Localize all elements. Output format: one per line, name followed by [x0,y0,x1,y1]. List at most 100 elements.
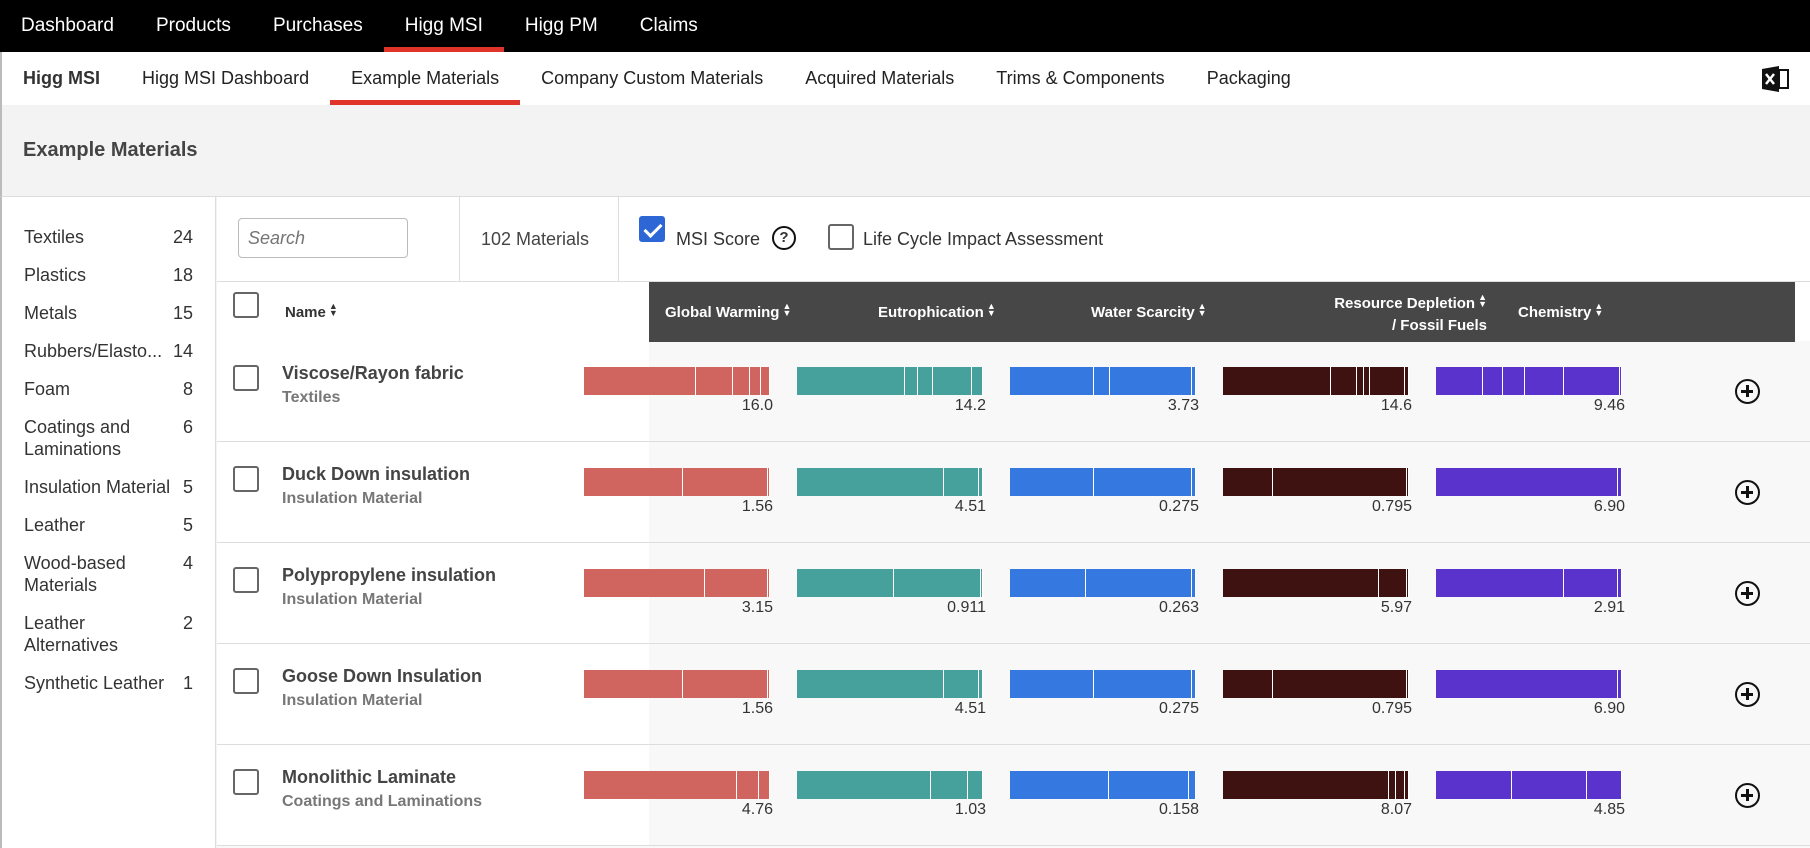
category-count: 1 [182,673,193,693]
resource-depletion-header[interactable]: Resource Depletion ▲ ▼ / Fossil Fuels [1307,293,1487,337]
impact-bar[interactable] [1010,670,1196,698]
subnav-company-custom-materials[interactable]: Company Custom Materials [541,68,764,88]
impact-bar[interactable] [797,771,983,799]
row-checkbox[interactable] [233,466,259,492]
eutrophication-header[interactable]: Eutrophication ▲ ▼ [878,302,996,322]
impact-bar[interactable] [584,771,770,799]
impact-bar[interactable] [797,569,983,597]
impact-bar-segment [1525,367,1565,395]
impact-bar-segment [1093,468,1193,496]
impact-bar[interactable] [1010,771,1196,799]
header-label: / Fossil Fuels [1391,317,1487,334]
category-item[interactable]: Wood-based Materials 4 [2,552,215,596]
impact-bar[interactable] [1436,771,1622,799]
impact-bar-segment [1364,367,1370,395]
chemistry-header[interactable]: Chemistry ▲ ▼ [1518,301,1604,322]
impact-bar[interactable] [1223,771,1409,799]
topnav-products[interactable]: Products [155,15,231,36]
row-checkbox[interactable] [233,365,259,391]
impact-bar-segment [1618,569,1622,597]
category-item[interactable]: Leather Alternatives 2 [2,612,215,656]
impact-bar[interactable] [584,367,770,395]
header-label: Global Warming [665,304,780,321]
table-row: Viscose/Rayon fabric Textiles 16.0 14.2 3.73… [217,341,1810,442]
global-warming-header[interactable]: Global Warming ▲ ▼ [665,302,791,322]
excel-export-icon[interactable] [1760,64,1790,94]
impact-bar-segment [584,367,696,395]
select-all-checkbox[interactable] [233,292,259,318]
impact-bar-segment [932,367,972,395]
impact-bar[interactable] [1223,569,1409,597]
name-column-header[interactable]: Name ▲ ▼ [285,302,338,322]
row-name-cell: Goose Down Insulation Insulation Material [217,644,649,744]
material-name[interactable]: Polypropylene insulation [282,565,497,585]
add-circle-icon[interactable] [1735,682,1760,707]
impact-bar-segment [768,569,770,597]
impact-bar[interactable] [1436,670,1622,698]
impact-bar[interactable] [1223,468,1409,496]
category-item[interactable]: Insulation Material 5 [2,476,215,498]
topnav-claims[interactable]: Claims [639,15,698,36]
topnav-purchases[interactable]: Purchases [272,15,363,36]
material-name[interactable]: Duck Down insulation [282,464,471,484]
impact-bar-segment [1436,670,1619,698]
category-item[interactable]: Foam 8 [2,378,215,400]
material-name[interactable]: Goose Down Insulation [282,666,483,686]
impact-bar[interactable] [1223,670,1409,698]
impact-bar[interactable] [1010,569,1196,597]
table-row: Monolithic Laminate Coatings and Laminati… [217,745,1810,846]
impact-bar[interactable] [584,670,770,698]
category-item[interactable]: Metals 15 [2,302,215,324]
material-name[interactable]: Monolithic Laminate [282,767,457,787]
category-item[interactable]: Rubbers/Elasto... 14 [2,340,215,362]
impact-bar[interactable] [1436,569,1622,597]
category-item[interactable]: Plastics 18 [2,264,215,286]
impact-bar[interactable] [1010,367,1196,395]
category-item[interactable]: Coatings and Laminations 6 [2,416,215,460]
subnav-packaging[interactable]: Packaging [1206,68,1291,88]
msi-score-checkbox[interactable] [639,216,665,242]
impact-value: 6.90 [1593,498,1625,515]
impact-bar[interactable] [797,468,983,496]
impact-bar[interactable] [1223,367,1409,395]
topnav-higg-pm[interactable]: Higg PM [524,15,598,36]
category-count: 4 [182,553,193,573]
impact-bar-segment [1407,468,1409,496]
help-icon[interactable]: ? [772,226,796,250]
material-name[interactable]: Viscose/Rayon fabric [282,363,464,383]
row-checkbox[interactable] [233,769,259,795]
subnav-trims-components[interactable]: Trims & Components [996,68,1165,88]
impact-value: 1.03 [954,801,986,818]
subnav-msi-dashboard[interactable]: Higg MSI Dashboard [142,68,310,88]
category-item[interactable]: Synthetic Leather 1 [2,672,215,694]
subnav-example-materials[interactable]: Example Materials [330,52,521,105]
impact-bar[interactable] [584,468,770,496]
add-circle-icon[interactable] [1735,480,1760,505]
impact-bar[interactable] [797,367,983,395]
impact-bar-segment [904,367,918,395]
row-checkbox[interactable] [233,668,259,694]
impact-value: 0.263 [1158,599,1199,616]
topnav-higg-msi[interactable]: Higg MSI [383,0,505,52]
impact-bar[interactable] [1010,468,1196,496]
impact-bar-segment [1086,569,1193,597]
table-row: Goose Down Insulation Insulation Material… [217,644,1810,745]
add-circle-icon[interactable] [1735,581,1760,606]
water-scarcity-header[interactable]: Water Scarcity ▲ ▼ [1091,302,1207,322]
impact-bar-segment [1093,367,1111,395]
lcia-checkbox[interactable] [828,224,854,250]
add-circle-icon[interactable] [1735,379,1760,404]
row-checkbox[interactable] [233,567,259,593]
impact-bar[interactable] [797,670,983,698]
category-count: 6 [182,417,193,437]
impact-bar[interactable] [1436,468,1622,496]
sort-icon: ▲ ▼ [1594,301,1604,318]
impact-bar[interactable] [1436,367,1622,395]
topnav-dashboard[interactable]: Dashboard [21,15,114,36]
category-item[interactable]: Leather 5 [2,514,215,536]
subnav-acquired-materials[interactable]: Acquired Materials [805,68,955,88]
impact-bar[interactable] [584,569,770,597]
category-item[interactable]: Textiles 24 [2,226,215,248]
search-input[interactable] [238,218,408,258]
add-circle-icon[interactable] [1735,783,1760,808]
